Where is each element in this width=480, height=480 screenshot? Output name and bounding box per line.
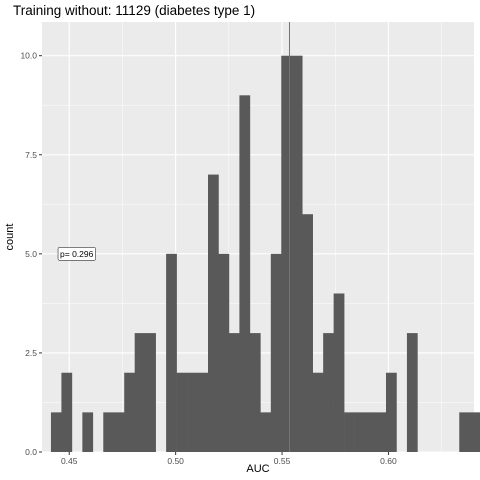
- p-value-box: [57, 247, 96, 261]
- x-tick-label: 0.55: [274, 456, 291, 466]
- x-axis-title: AUC: [246, 463, 269, 475]
- x-tick-label: 0.60: [380, 456, 397, 466]
- histogram-bar: [354, 412, 366, 452]
- histogram-bar: [291, 55, 303, 452]
- histogram-bar: [218, 253, 230, 452]
- histogram-bar: [302, 214, 313, 452]
- histogram-bar: [228, 333, 240, 452]
- y-tick-label: 2.5: [25, 348, 37, 358]
- histogram-bar: [197, 372, 209, 452]
- histogram-bar: [312, 372, 324, 452]
- y-axis: 0.0 2.5 5.0 7.5 10.0: [20, 51, 42, 457]
- histogram-bar: [82, 412, 94, 452]
- histogram-bar: [50, 412, 62, 452]
- y-tick-label: 7.5: [25, 150, 37, 160]
- y-tick-label: 0.0: [25, 447, 37, 457]
- y-axis-title: count: [4, 224, 16, 251]
- y-tick-label: 5.0: [25, 249, 37, 259]
- histogram-bar: [281, 55, 293, 452]
- histogram-bar: [323, 333, 334, 452]
- histogram-bar: [459, 412, 471, 452]
- histogram-bar: [134, 333, 146, 452]
- histogram-bar: [207, 174, 219, 453]
- histogram-bar: [270, 253, 282, 452]
- histogram-bar: [113, 412, 125, 452]
- histogram-bar: [103, 412, 115, 452]
- histogram-bar: [166, 253, 177, 452]
- histogram-bar: [249, 333, 261, 452]
- histogram-bar: [239, 95, 251, 453]
- x-tick-label: 0.50: [167, 456, 184, 466]
- histogram-bar: [406, 333, 418, 452]
- histogram-bar: [145, 333, 156, 452]
- x-axis: 0.45 0.50 0.55 0.60: [61, 452, 397, 466]
- minor-gridlines: [42, 22, 474, 452]
- p-value-label: p= 0.296: [60, 249, 94, 259]
- annotation-layer: p= 0.296: [57, 247, 96, 261]
- histogram-bar: [260, 412, 272, 452]
- histogram-bar: [61, 372, 73, 452]
- histogram-bar: [385, 372, 397, 452]
- histogram-bar: [365, 412, 376, 452]
- histogram-bar: [344, 412, 355, 452]
- x-tick-label: 0.45: [61, 456, 78, 466]
- histogram-bars: [50, 55, 480, 453]
- chart-title: Training without: 11129 (diabetes type 1…: [13, 3, 256, 18]
- histogram-bar: [187, 372, 198, 452]
- y-tick-label: 10.0: [20, 51, 37, 61]
- histogram-bar: [124, 372, 135, 452]
- histogram-bar: [333, 293, 345, 452]
- histogram-bar: [176, 372, 188, 452]
- histogram-bar: [469, 412, 480, 452]
- histogram-bar: [375, 412, 387, 452]
